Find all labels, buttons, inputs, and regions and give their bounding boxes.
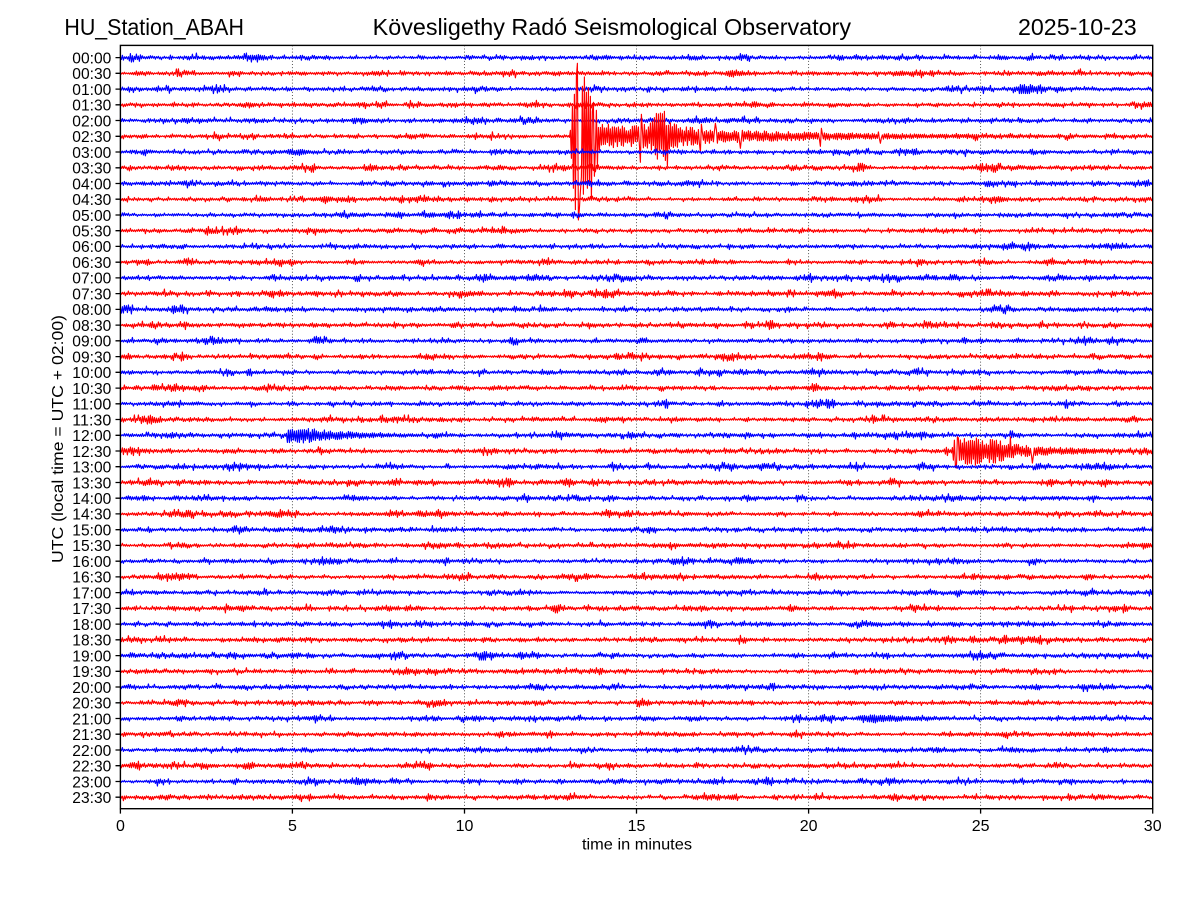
svg-text:16:00: 16:00 xyxy=(72,554,111,571)
svg-text:18:30: 18:30 xyxy=(72,633,111,650)
svg-text:19:30: 19:30 xyxy=(72,664,111,681)
svg-text:22:00: 22:00 xyxy=(72,743,111,760)
svg-text:Kövesligethy Radó Seismologica: Kövesligethy Radó Seismological Observat… xyxy=(373,14,852,40)
svg-text:03:30: 03:30 xyxy=(72,161,111,178)
svg-text:17:00: 17:00 xyxy=(72,585,111,602)
svg-text:10: 10 xyxy=(456,818,474,835)
svg-text:04:30: 04:30 xyxy=(72,192,111,209)
svg-text:11:00: 11:00 xyxy=(72,397,111,414)
svg-text:18:00: 18:00 xyxy=(72,617,111,634)
svg-text:08:30: 08:30 xyxy=(72,318,111,335)
svg-text:UTC (local time = UTC + 02:00): UTC (local time = UTC + 02:00) xyxy=(50,315,67,563)
svg-text:01:00: 01:00 xyxy=(72,82,111,99)
svg-text:13:30: 13:30 xyxy=(72,475,111,492)
svg-text:19:00: 19:00 xyxy=(72,648,111,665)
svg-text:15:30: 15:30 xyxy=(72,538,111,555)
svg-text:15:00: 15:00 xyxy=(72,523,111,540)
svg-text:00:00: 00:00 xyxy=(72,50,111,67)
svg-text:12:30: 12:30 xyxy=(72,444,111,461)
svg-text:03:00: 03:00 xyxy=(72,145,111,162)
svg-text:02:00: 02:00 xyxy=(72,113,111,130)
svg-text:07:00: 07:00 xyxy=(72,271,111,288)
svg-text:22:30: 22:30 xyxy=(72,759,111,776)
svg-text:02:30: 02:30 xyxy=(72,129,111,146)
svg-text:11:30: 11:30 xyxy=(72,412,111,429)
svg-text:13:00: 13:00 xyxy=(72,460,111,477)
svg-text:20: 20 xyxy=(800,818,818,835)
svg-text:21:00: 21:00 xyxy=(72,711,111,728)
svg-text:12:00: 12:00 xyxy=(72,428,111,445)
svg-text:30: 30 xyxy=(1144,818,1162,835)
svg-text:05:30: 05:30 xyxy=(72,224,111,241)
svg-text:14:00: 14:00 xyxy=(72,491,111,508)
svg-text:23:30: 23:30 xyxy=(72,790,111,807)
svg-text:14:30: 14:30 xyxy=(72,507,111,524)
svg-text:10:00: 10:00 xyxy=(72,365,111,382)
svg-text:06:00: 06:00 xyxy=(72,239,111,256)
svg-text:04:00: 04:00 xyxy=(72,176,111,193)
svg-text:21:30: 21:30 xyxy=(72,727,111,744)
svg-text:07:30: 07:30 xyxy=(72,286,111,303)
svg-text:08:00: 08:00 xyxy=(72,302,111,319)
svg-text:06:30: 06:30 xyxy=(72,255,111,272)
svg-text:09:00: 09:00 xyxy=(72,334,111,351)
svg-text:20:00: 20:00 xyxy=(72,680,111,697)
svg-text:23:00: 23:00 xyxy=(72,774,111,791)
svg-text:0: 0 xyxy=(116,818,125,835)
svg-text:17:30: 17:30 xyxy=(72,601,111,618)
svg-text:09:30: 09:30 xyxy=(72,349,111,366)
svg-text:5: 5 xyxy=(288,818,297,835)
svg-text:15: 15 xyxy=(628,818,646,835)
svg-text:25: 25 xyxy=(972,818,990,835)
svg-text:20:30: 20:30 xyxy=(72,696,111,713)
svg-text:16:30: 16:30 xyxy=(72,570,111,587)
svg-text:10:30: 10:30 xyxy=(72,381,111,398)
svg-text:05:00: 05:00 xyxy=(72,208,111,225)
svg-text:00:30: 00:30 xyxy=(72,66,111,83)
svg-text:HU_Station_ABAH: HU_Station_ABAH xyxy=(64,14,244,40)
svg-text:01:30: 01:30 xyxy=(72,98,111,115)
svg-text:2025-10-23: 2025-10-23 xyxy=(1018,14,1137,40)
svg-text:time in minutes: time in minutes xyxy=(582,837,692,854)
